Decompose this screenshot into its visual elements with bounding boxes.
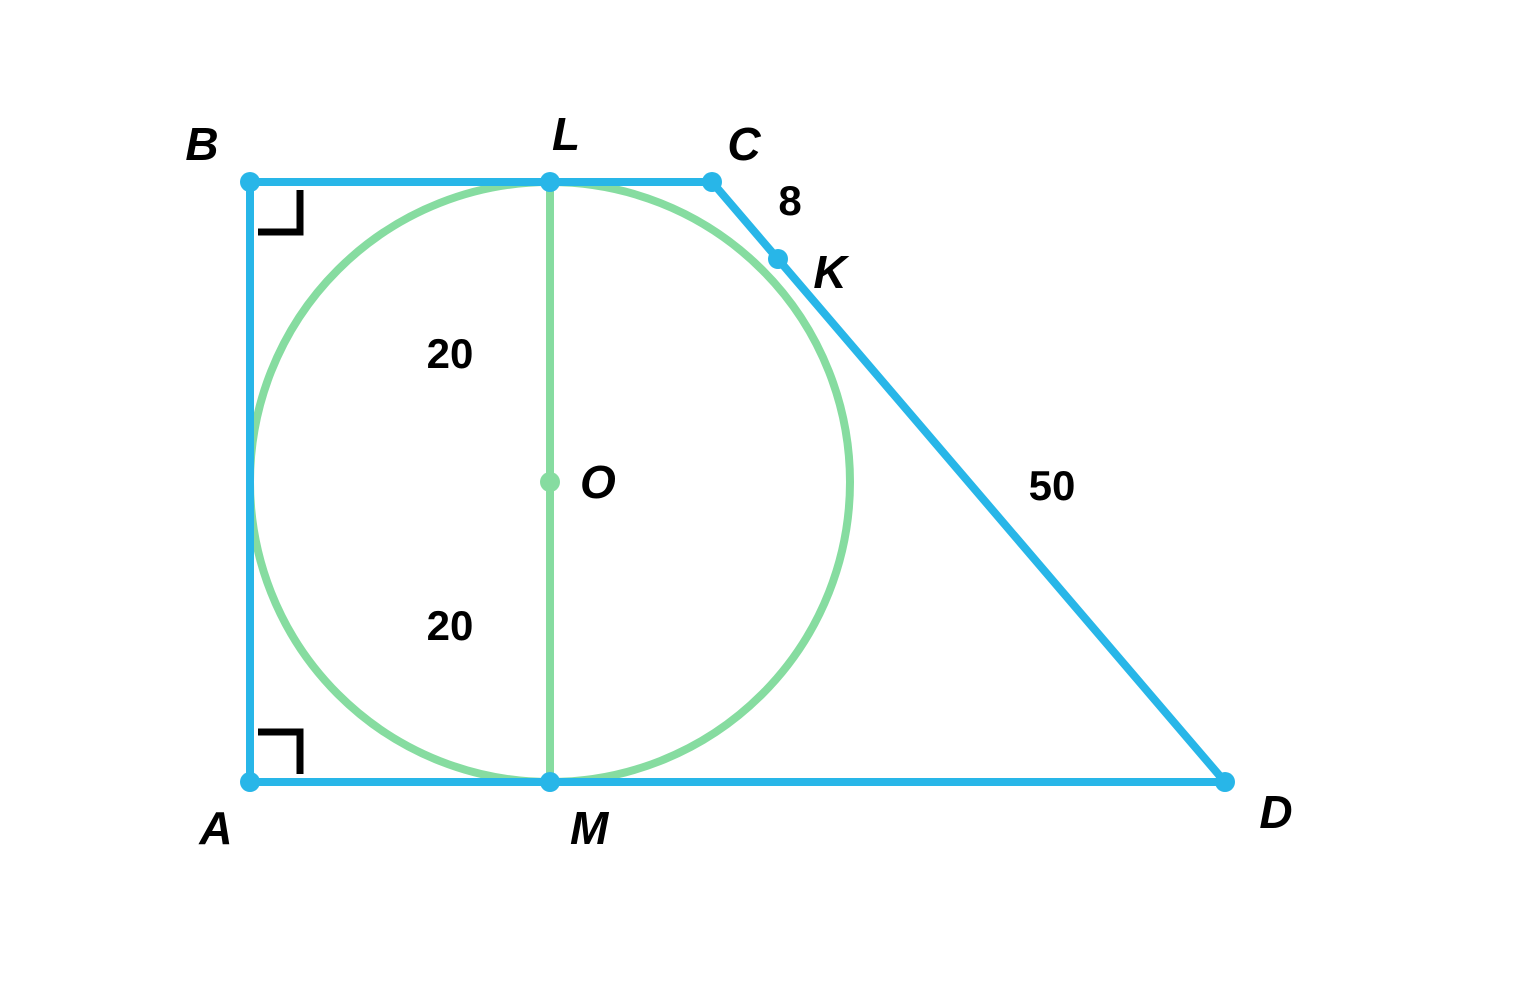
label-M: M [570, 802, 610, 854]
point-M [540, 772, 560, 792]
label-O: O [580, 456, 616, 508]
point-A [240, 772, 260, 792]
point-L [540, 172, 560, 192]
point-O [540, 472, 560, 492]
right-angle-B [258, 190, 300, 232]
measure-KD: 50 [1029, 462, 1076, 509]
label-A: A [198, 802, 232, 854]
label-D: D [1259, 786, 1292, 838]
point-C [702, 172, 722, 192]
right-angle-A [258, 732, 300, 774]
label-C: C [727, 118, 761, 170]
point-B [240, 172, 260, 192]
label-L: L [552, 108, 580, 160]
measure-OM: 20 [427, 602, 474, 649]
point-D [1215, 772, 1235, 792]
label-B: B [185, 118, 218, 170]
measure-CK: 8 [778, 177, 801, 224]
point-K [768, 249, 788, 269]
edge-CD [712, 182, 1225, 782]
label-K: K [813, 246, 849, 298]
measure-OL: 20 [427, 330, 474, 377]
